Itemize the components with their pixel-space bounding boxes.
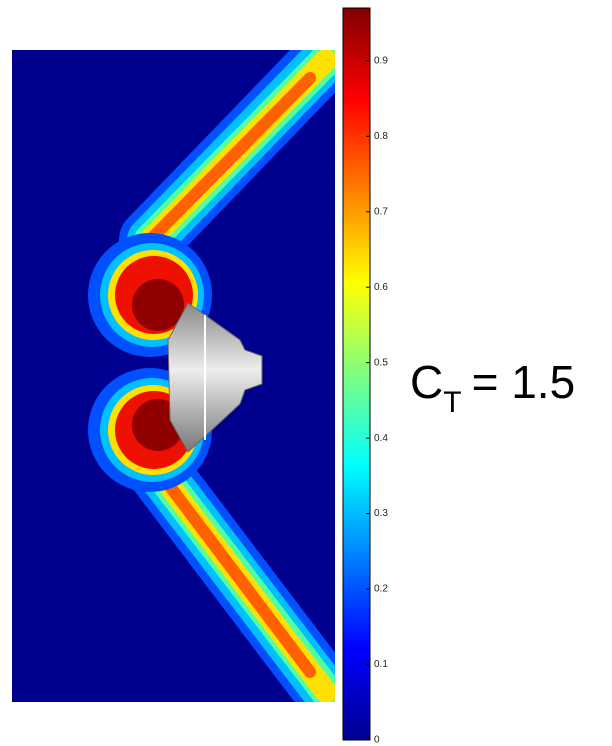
colorbar-tick-label: 0.1 (374, 659, 388, 670)
colorbar (342, 7, 371, 741)
colorbar-tick-label: 0.2 (374, 584, 388, 595)
colorbar-tick-label: 0.9 (374, 55, 388, 66)
colorbar-tick-label: 0.7 (374, 206, 388, 217)
colorbar-tick-label: 0.3 (374, 508, 388, 519)
colorbar-tick-label: 0.8 (374, 131, 388, 142)
colorbar-tick-label: 0.5 (374, 357, 388, 368)
contour-field (12, 50, 335, 702)
colorbar-tick-label: 0.6 (374, 282, 388, 293)
colorbar-tick-label: 0.4 (374, 433, 388, 444)
annotation: CT = 1.5 (410, 356, 575, 419)
colorbar-tick-label: 0 (374, 735, 380, 746)
